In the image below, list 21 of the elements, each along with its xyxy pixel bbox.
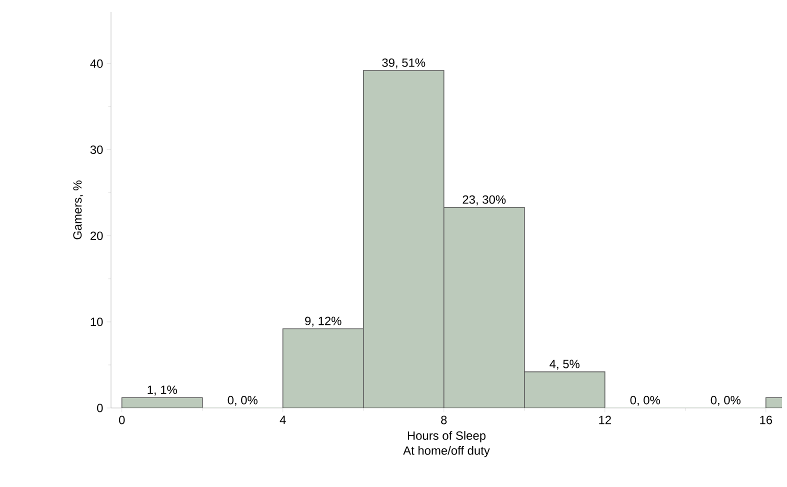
y-tick-label: 30 [90, 146, 103, 154]
y-tick-label: 20 [90, 232, 103, 240]
x-tick-label: 16 [760, 416, 772, 424]
text: At home/off duty [403, 446, 490, 458]
data-label: 1, 1% [148, 386, 177, 396]
x-tick-label: 4 [280, 416, 286, 424]
data-label: 9, 12% [305, 316, 342, 327]
y-tick-label: 0 [97, 404, 103, 412]
y-axis-title: Gamers, % [73, 180, 84, 240]
x-tick-label: 12 [599, 416, 611, 424]
data-label: 0, 0% [630, 396, 660, 406]
data-label: 0, 0% [710, 396, 741, 406]
x-tick-label: 0 [119, 416, 125, 424]
y-tick-label: 40 [90, 59, 103, 68]
y-tick-label: 10 [90, 318, 103, 326]
x-axis-title: Hours of Sleep [408, 431, 486, 442]
data-label: 39, 51% [382, 58, 426, 68]
x-tick-label: 8 [441, 416, 447, 424]
data-label: 0, 0% [228, 396, 258, 406]
data-label: 23, 30% [462, 195, 506, 206]
data-label: 4, 5% [550, 360, 580, 370]
